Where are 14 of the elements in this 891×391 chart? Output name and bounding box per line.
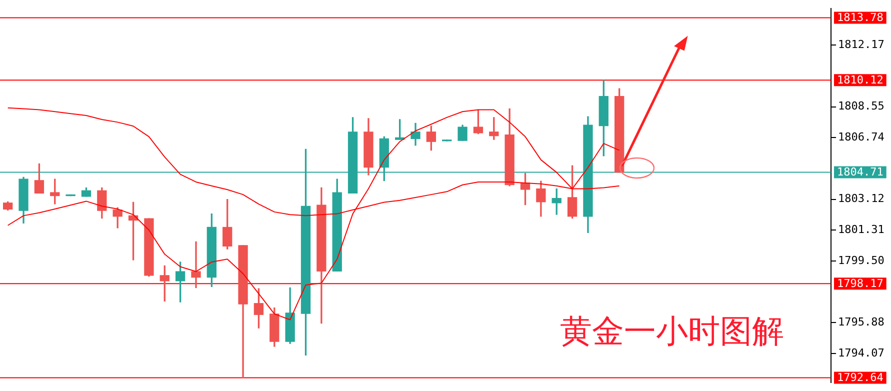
ref-line-label: 1804.71 (837, 166, 884, 179)
y-tick-label: 1806.74 (838, 130, 885, 144)
y-tick-label: 1812.17 (838, 38, 884, 52)
y-tick-label: 1808.55 (838, 100, 884, 113)
y-tick-label: 1795.88 (838, 315, 884, 328)
text: 黄金一小时图解 (560, 311, 784, 352)
y-tick-label: 1801.31 (838, 223, 884, 236)
ref-line-label: 1798.17 (837, 276, 884, 290)
y-tick-label: 1803.12 (838, 192, 884, 206)
ref-line-label: 1792.64 (837, 371, 884, 384)
ref-line-label: 1810.12 (837, 73, 884, 86)
ref-line-label: 1813.78 (837, 11, 884, 24)
y-tick-label: 1799.50 (838, 254, 884, 267)
y-tick-label: 1794.07 (838, 346, 884, 360)
